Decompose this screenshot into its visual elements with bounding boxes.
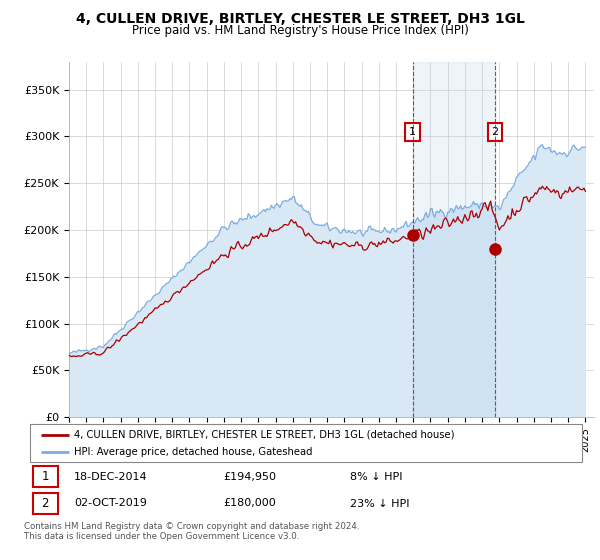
Text: 4, CULLEN DRIVE, BIRTLEY, CHESTER LE STREET, DH3 1GL: 4, CULLEN DRIVE, BIRTLEY, CHESTER LE STR…	[76, 12, 524, 26]
Text: Contains HM Land Registry data © Crown copyright and database right 2024.
This d: Contains HM Land Registry data © Crown c…	[24, 522, 359, 542]
Text: 2: 2	[41, 497, 49, 510]
Text: 4, CULLEN DRIVE, BIRTLEY, CHESTER LE STREET, DH3 1GL (detached house): 4, CULLEN DRIVE, BIRTLEY, CHESTER LE STR…	[74, 430, 455, 440]
Text: 1: 1	[41, 470, 49, 483]
Text: 02-OCT-2019: 02-OCT-2019	[74, 498, 147, 508]
Bar	[413, 62, 495, 417]
Text: 18-DEC-2014: 18-DEC-2014	[74, 472, 148, 482]
Text: 2: 2	[491, 127, 499, 137]
Text: £194,950: £194,950	[223, 472, 276, 482]
Text: Price paid vs. HM Land Registry's House Price Index (HPI): Price paid vs. HM Land Registry's House …	[131, 24, 469, 36]
Bar	[33, 466, 58, 487]
Text: HPI: Average price, detached house, Gateshead: HPI: Average price, detached house, Gate…	[74, 447, 313, 458]
Text: £180,000: £180,000	[223, 498, 276, 508]
Text: 23% ↓ HPI: 23% ↓ HPI	[350, 498, 410, 508]
Bar	[33, 493, 58, 514]
Text: 8% ↓ HPI: 8% ↓ HPI	[350, 472, 403, 482]
Text: 1: 1	[409, 127, 416, 137]
